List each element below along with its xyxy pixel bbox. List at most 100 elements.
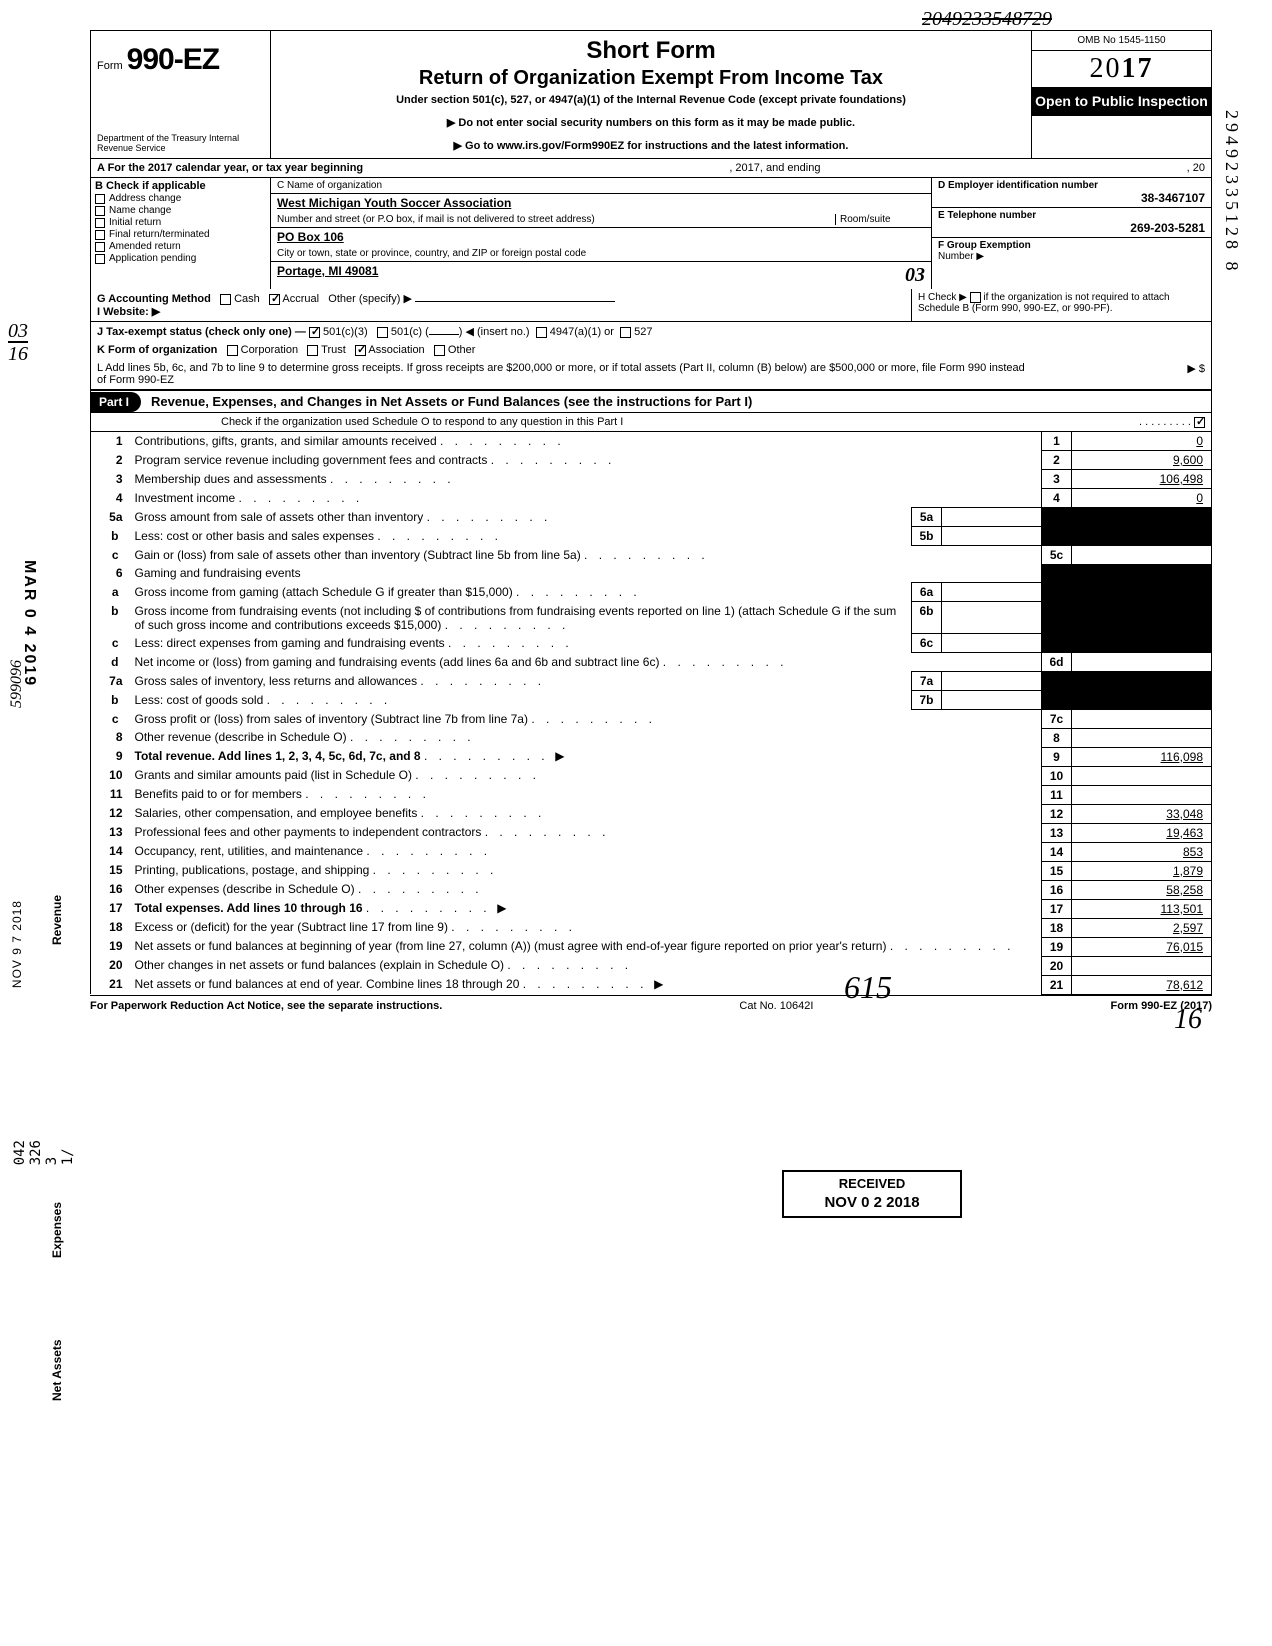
- row-g-i-h: G Accounting Method Cash Accrual Other (…: [90, 289, 1212, 322]
- right-val: [1072, 710, 1212, 729]
- right-num: 15: [1042, 861, 1072, 880]
- 501c3-checkbox[interactable]: [309, 327, 320, 338]
- right-val: [1072, 766, 1212, 785]
- check-o-text: Check if the organization used Schedule …: [221, 416, 623, 428]
- line-row: cLess: direct expenses from gaming and f…: [91, 634, 1212, 653]
- short-form-title: Short Form: [281, 37, 1021, 65]
- goto-url: ▶ Go to www.irs.gov/Form990EZ for instru…: [281, 139, 1021, 152]
- part1-header: Part I Revenue, Expenses, and Changes in…: [90, 390, 1212, 413]
- checkbox[interactable]: [95, 218, 105, 228]
- line-desc: Professional fees and other payments to …: [131, 823, 1042, 842]
- trust-checkbox[interactable]: [307, 345, 318, 356]
- right-val: 113,501: [1072, 899, 1212, 918]
- website-label: I Website: ▶: [97, 306, 160, 318]
- line-desc: Net assets or fund balances at end of ye…: [131, 975, 1042, 994]
- line-number: 21: [91, 975, 131, 994]
- line-desc: Salaries, other compensation, and employ…: [131, 804, 1042, 823]
- top-scribble: 2049233548729: [922, 8, 1052, 31]
- checkbox[interactable]: [95, 206, 105, 216]
- mid-value[interactable]: [942, 672, 1042, 691]
- check-o-checkbox[interactable]: [1194, 417, 1205, 428]
- mid-value[interactable]: [942, 583, 1042, 602]
- corp-label: Corporation: [241, 344, 298, 356]
- line-row: cGross profit or (loss) from sales of in…: [91, 710, 1212, 729]
- return-title: Return of Organization Exempt From Incom…: [281, 67, 1021, 90]
- b-check-item: Initial return: [95, 217, 266, 228]
- line-desc: Gross amount from sale of assets other t…: [131, 508, 912, 527]
- 501c-checkbox[interactable]: [377, 327, 388, 338]
- right-num: 2: [1042, 451, 1072, 470]
- k-label: K Form of organization: [97, 344, 217, 356]
- right-val: 116,098: [1072, 747, 1212, 766]
- line-row: 16Other expenses (describe in Schedule O…: [91, 880, 1212, 899]
- right-val: [1072, 527, 1212, 546]
- city-value: Portage, MI 49081 03: [271, 262, 931, 289]
- line-number: 19: [91, 937, 131, 956]
- section-b-c-d: B Check if applicable Address changeName…: [90, 178, 1212, 289]
- 527-checkbox[interactable]: [620, 327, 631, 338]
- mid-value[interactable]: [942, 508, 1042, 527]
- stamp-mar-date: MAR 0 4 2019: [20, 560, 38, 687]
- mid-value[interactable]: [942, 634, 1042, 653]
- right-num: 14: [1042, 842, 1072, 861]
- h-checkbox[interactable]: [970, 292, 981, 303]
- mid-value[interactable]: [942, 691, 1042, 710]
- right-val: [1072, 602, 1212, 634]
- ssn-warning: ▶ Do not enter social security numbers o…: [281, 116, 1021, 129]
- other-org-checkbox[interactable]: [434, 345, 445, 356]
- line-row: 8Other revenue (describe in Schedule O) …: [91, 728, 1212, 747]
- 501c-label: 501(c) (: [391, 326, 429, 338]
- tax-year: 2017: [1032, 51, 1211, 87]
- mid-label: 5b: [912, 527, 942, 546]
- checkbox[interactable]: [95, 194, 105, 204]
- right-num: [1042, 527, 1072, 546]
- checkbox[interactable]: [95, 242, 105, 252]
- right-val: 78,612: [1072, 975, 1212, 994]
- right-num: [1042, 602, 1072, 634]
- other-specify-input[interactable]: [415, 301, 615, 302]
- checkbox[interactable]: [95, 230, 105, 240]
- line-desc: Gross income from fundraising events (no…: [131, 602, 912, 634]
- line-number: 15: [91, 861, 131, 880]
- check-label: Amended return: [109, 241, 181, 252]
- ein-value: 38-3467107: [938, 191, 1205, 205]
- line-number: b: [91, 527, 131, 546]
- b-check-item: Name change: [95, 205, 266, 216]
- omb-number: OMB No 1545-1150: [1032, 31, 1211, 51]
- line-desc: Net income or (loss) from gaming and fun…: [131, 653, 1042, 672]
- check-label: Final return/terminated: [109, 229, 210, 240]
- line-desc: Occupancy, rent, utilities, and maintena…: [131, 842, 1042, 861]
- h-check-label: H Check ▶: [918, 292, 967, 303]
- lines-table: 1Contributions, gifts, grants, and simil…: [90, 432, 1212, 995]
- line-number: 8: [91, 728, 131, 747]
- line-row: bLess: cost of goods sold . . . . . . . …: [91, 691, 1212, 710]
- col-d-ein: D Employer identification number38-34671…: [931, 178, 1211, 289]
- line-number: 2: [91, 451, 131, 470]
- assoc-checkbox[interactable]: [355, 345, 366, 356]
- cash-checkbox[interactable]: [220, 294, 231, 305]
- right-num: [1042, 691, 1072, 710]
- line-desc: Membership dues and assessments . . . . …: [131, 470, 1042, 489]
- dept-label: Department of the Treasury Internal Reve…: [97, 134, 264, 154]
- right-val: [1072, 785, 1212, 804]
- line-row: 5aGross amount from sale of assets other…: [91, 508, 1212, 527]
- line-number: 18: [91, 918, 131, 937]
- accrual-checkbox[interactable]: [269, 294, 280, 305]
- line-number: b: [91, 691, 131, 710]
- mid-value[interactable]: [942, 602, 1042, 634]
- 4947-checkbox[interactable]: [536, 327, 547, 338]
- line-number: 4: [91, 489, 131, 508]
- 501c-insert[interactable]: [429, 334, 459, 335]
- f-number: Number ▶: [938, 251, 1205, 262]
- right-val: [1072, 564, 1212, 583]
- line-row: 14Occupancy, rent, utilities, and mainte…: [91, 842, 1212, 861]
- g-label: G Accounting Method: [97, 293, 211, 305]
- corp-checkbox[interactable]: [227, 345, 238, 356]
- line-row: 12Salaries, other compensation, and empl…: [91, 804, 1212, 823]
- l-text: L Add lines 5b, 6c, and 7b to line 9 to …: [97, 362, 1025, 386]
- mid-value[interactable]: [942, 527, 1042, 546]
- row-l: L Add lines 5b, 6c, and 7b to line 9 to …: [90, 359, 1212, 390]
- line-row: 11Benefits paid to or for members . . . …: [91, 785, 1212, 804]
- line-desc: Less: direct expenses from gaming and fu…: [131, 634, 912, 653]
- checkbox[interactable]: [95, 254, 105, 264]
